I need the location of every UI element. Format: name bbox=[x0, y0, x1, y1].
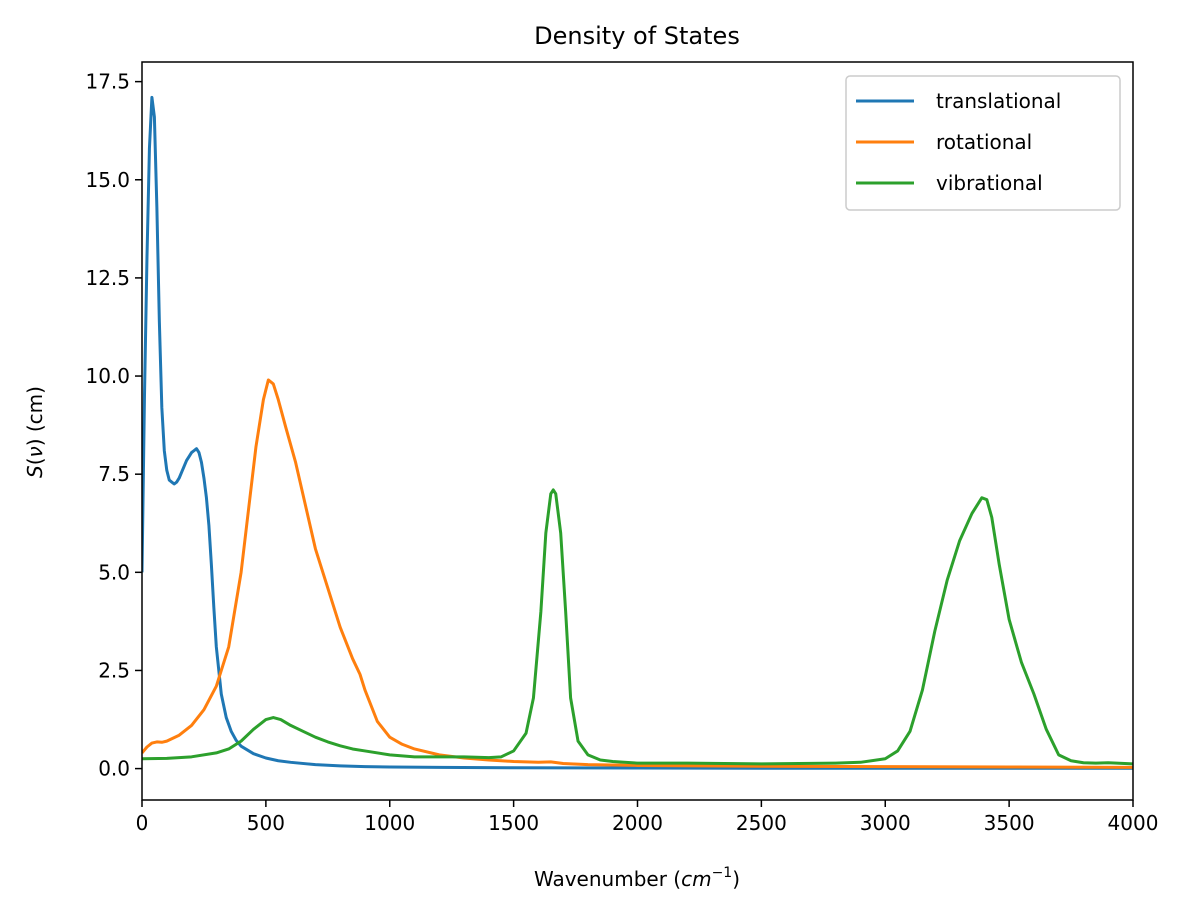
x-tick-label: 2000 bbox=[612, 811, 663, 835]
y-tick-label: 0.0 bbox=[98, 757, 130, 781]
legend-label-rotational: rotational bbox=[936, 130, 1032, 154]
y-tick-label: 7.5 bbox=[98, 462, 130, 486]
series-line-vibrational bbox=[142, 488, 1133, 766]
x-tick-label: 3500 bbox=[984, 811, 1035, 835]
y-tick-label: 5.0 bbox=[98, 560, 130, 584]
y-axis-label: S(ν) (cm) bbox=[23, 386, 47, 478]
x-axis-label: Wavenumber (cm−1) bbox=[534, 865, 740, 891]
legend-label-vibrational: vibrational bbox=[936, 171, 1043, 195]
x-tick-label: 0 bbox=[136, 811, 149, 835]
y-tick-label: 12.5 bbox=[85, 266, 130, 290]
x-tick-label: 1000 bbox=[364, 811, 415, 835]
x-tick-label: 500 bbox=[247, 811, 285, 835]
plot-area: 0 500 1000 1500 2000 2500 3000 3500 4000 0.0 2.5 5.… bbox=[85, 61, 1159, 835]
legend-label-translational: translational bbox=[936, 89, 1061, 113]
y-tick-label: 10.0 bbox=[85, 364, 130, 388]
chart-title: Density of States bbox=[534, 22, 740, 50]
series-line-translational bbox=[142, 95, 1133, 770]
legend-box bbox=[845, 75, 1121, 211]
x-tick-label: 4000 bbox=[1108, 811, 1159, 835]
x-tick-label: 2500 bbox=[736, 811, 787, 835]
y-tick-label: 17.5 bbox=[85, 70, 130, 94]
y-tick-label: 2.5 bbox=[98, 658, 130, 682]
series-line-rotational bbox=[142, 378, 1133, 769]
legend: translational rotational vibrational bbox=[845, 75, 1121, 211]
x-tick-label: 3000 bbox=[860, 811, 911, 835]
y-tick-label: 15.0 bbox=[85, 168, 130, 192]
x-tick-label: 1500 bbox=[488, 811, 539, 835]
